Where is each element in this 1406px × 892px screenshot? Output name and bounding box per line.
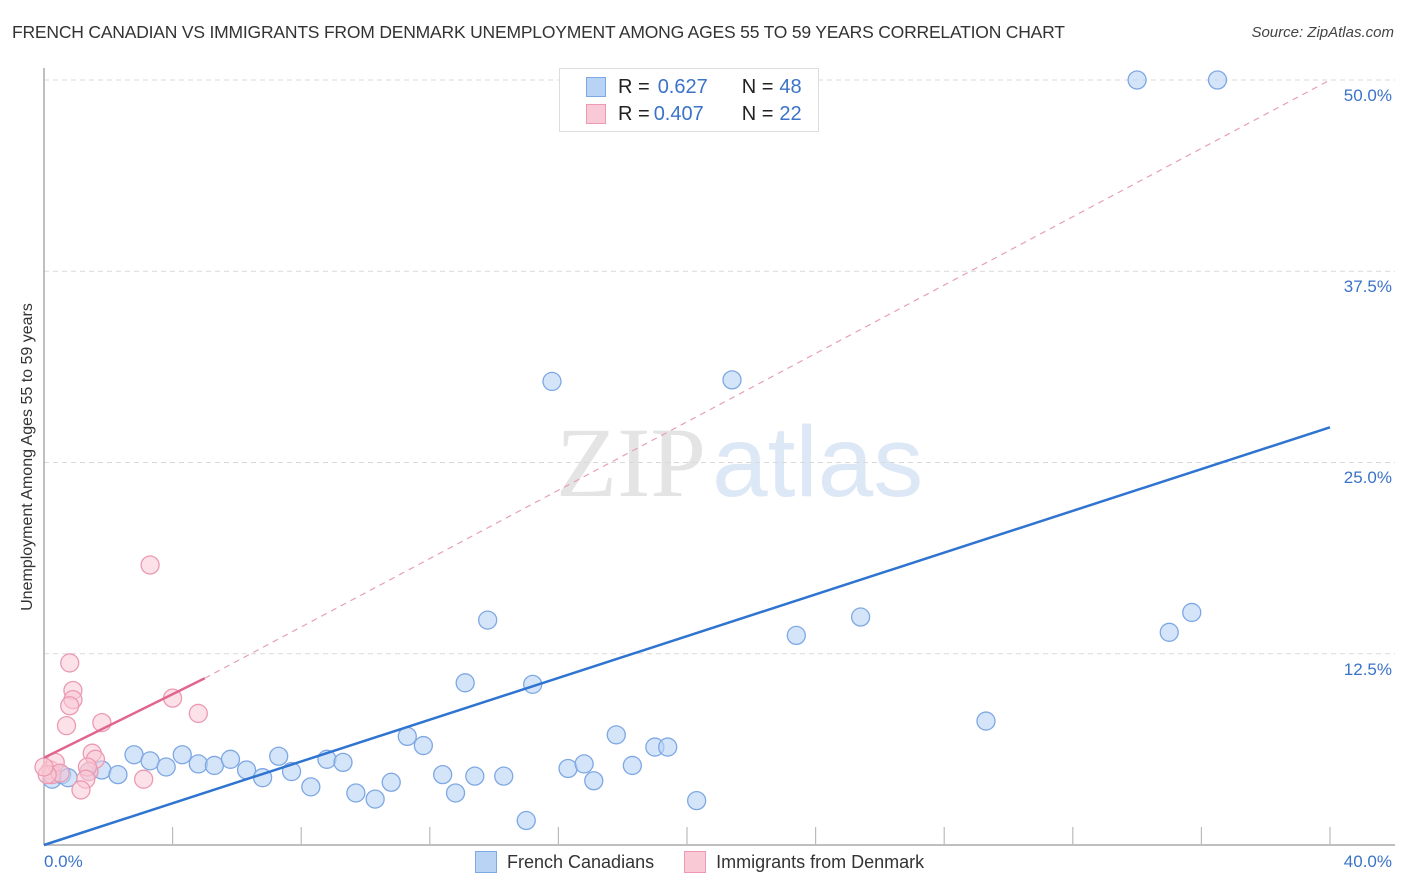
n-label: N = <box>741 75 774 98</box>
gridlines <box>44 79 1395 655</box>
n-value: 22 <box>779 102 802 125</box>
x-tick-40: 40.0% <box>1343 852 1392 871</box>
legend-label: Immigrants from Denmark <box>716 851 925 872</box>
r-label: R = <box>618 102 650 125</box>
r-value: 0.627 <box>657 75 708 98</box>
y-tick-50: 50.0% <box>1343 86 1392 105</box>
blue-swatch <box>475 851 497 873</box>
blue-swatch <box>586 77 606 97</box>
pink-swatch <box>586 104 606 124</box>
trend-lines <box>43 79 1331 847</box>
x-tick-0: 0.0% <box>44 852 83 871</box>
y-tick-37-5: 37.5% <box>1343 277 1392 296</box>
y-axis-label: Unemployment Among Ages 55 to 59 years <box>19 303 36 611</box>
y-tick-12-5: 12.5% <box>1343 660 1392 679</box>
legend-item-immigrants-denmark[interactable]: Immigrants from Denmark <box>684 851 924 873</box>
y-tick-25: 25.0% <box>1343 468 1392 487</box>
legend-row-french-canadians: R = 0.627 N = 48 <box>586 74 802 100</box>
correlation-legend: R = 0.627 N = 48 R = 0.407 N = 22 <box>559 68 819 132</box>
legend-row-immigrants-denmark: R = 0.407 N = 22 <box>586 101 802 127</box>
legend-item-french-canadians[interactable]: French Canadians <box>475 851 654 873</box>
r-label: R = <box>618 75 650 98</box>
pink-swatch <box>684 851 707 873</box>
axes <box>43 68 1395 846</box>
source-label: Source: ZipAtlas.com <box>1251 24 1394 41</box>
series-french-canadians <box>42 70 1228 831</box>
chart-title: FRENCH CANADIAN VS IMMIGRANTS FROM DENMA… <box>12 22 1065 42</box>
series-immigrants-denmark <box>34 555 208 800</box>
n-label: N = <box>741 102 774 125</box>
legend-label: French Canadians <box>507 851 655 872</box>
n-value: 48 <box>779 75 802 98</box>
r-value: 0.407 <box>653 102 704 125</box>
series-legend: French Canadians Immigrants from Denmark <box>475 851 954 873</box>
